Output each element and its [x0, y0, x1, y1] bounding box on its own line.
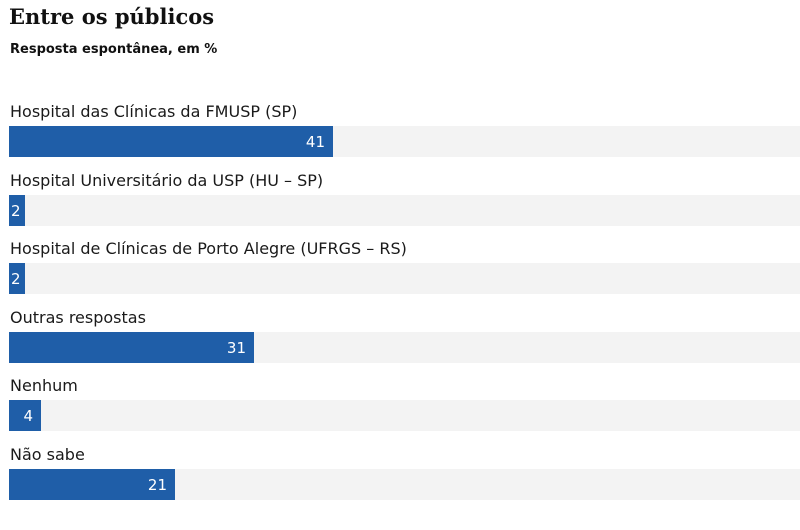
chart-subtitle: Resposta espontânea, em % — [10, 42, 218, 57]
bar — [9, 263, 25, 294]
bar-track: 41 — [9, 126, 800, 157]
bar-row: Hospital Universitário da USP (HU – SP) 2 — [9, 170, 800, 226]
bar-track: 31 — [9, 332, 800, 363]
bar — [9, 195, 25, 226]
category-label: Não sabe — [10, 445, 85, 464]
bar-track: 21 — [9, 469, 800, 500]
bar-track: 2 — [9, 195, 800, 226]
value-label: 21 — [147, 476, 167, 494]
category-label: Outras respostas — [10, 308, 146, 327]
value-label: 2 — [11, 202, 21, 220]
bar — [9, 400, 41, 431]
bar-row: Não sabe 21 — [9, 444, 800, 500]
bar — [9, 126, 333, 157]
category-label: Hospital de Clínicas de Porto Alegre (UF… — [10, 239, 407, 258]
bar-row: Outras respostas 31 — [9, 307, 800, 363]
bar-row: Hospital das Clínicas da FMUSP (SP) 41 — [9, 101, 800, 157]
chart-title: Entre os públicos — [9, 4, 215, 29]
value-label: 4 — [23, 407, 33, 425]
category-label: Hospital das Clínicas da FMUSP (SP) — [10, 102, 298, 121]
bar-track: 4 — [9, 400, 800, 431]
bar — [9, 332, 254, 363]
value-label: 41 — [305, 133, 325, 151]
bar-row: Hospital de Clínicas de Porto Alegre (UF… — [9, 238, 800, 294]
bar-row: Nenhum 4 — [9, 375, 800, 431]
category-label: Nenhum — [10, 376, 78, 395]
bar-track: 2 — [9, 263, 800, 294]
value-label: 2 — [11, 270, 21, 288]
bar — [9, 469, 175, 500]
value-label: 31 — [226, 339, 246, 357]
category-label: Hospital Universitário da USP (HU – SP) — [10, 171, 324, 190]
